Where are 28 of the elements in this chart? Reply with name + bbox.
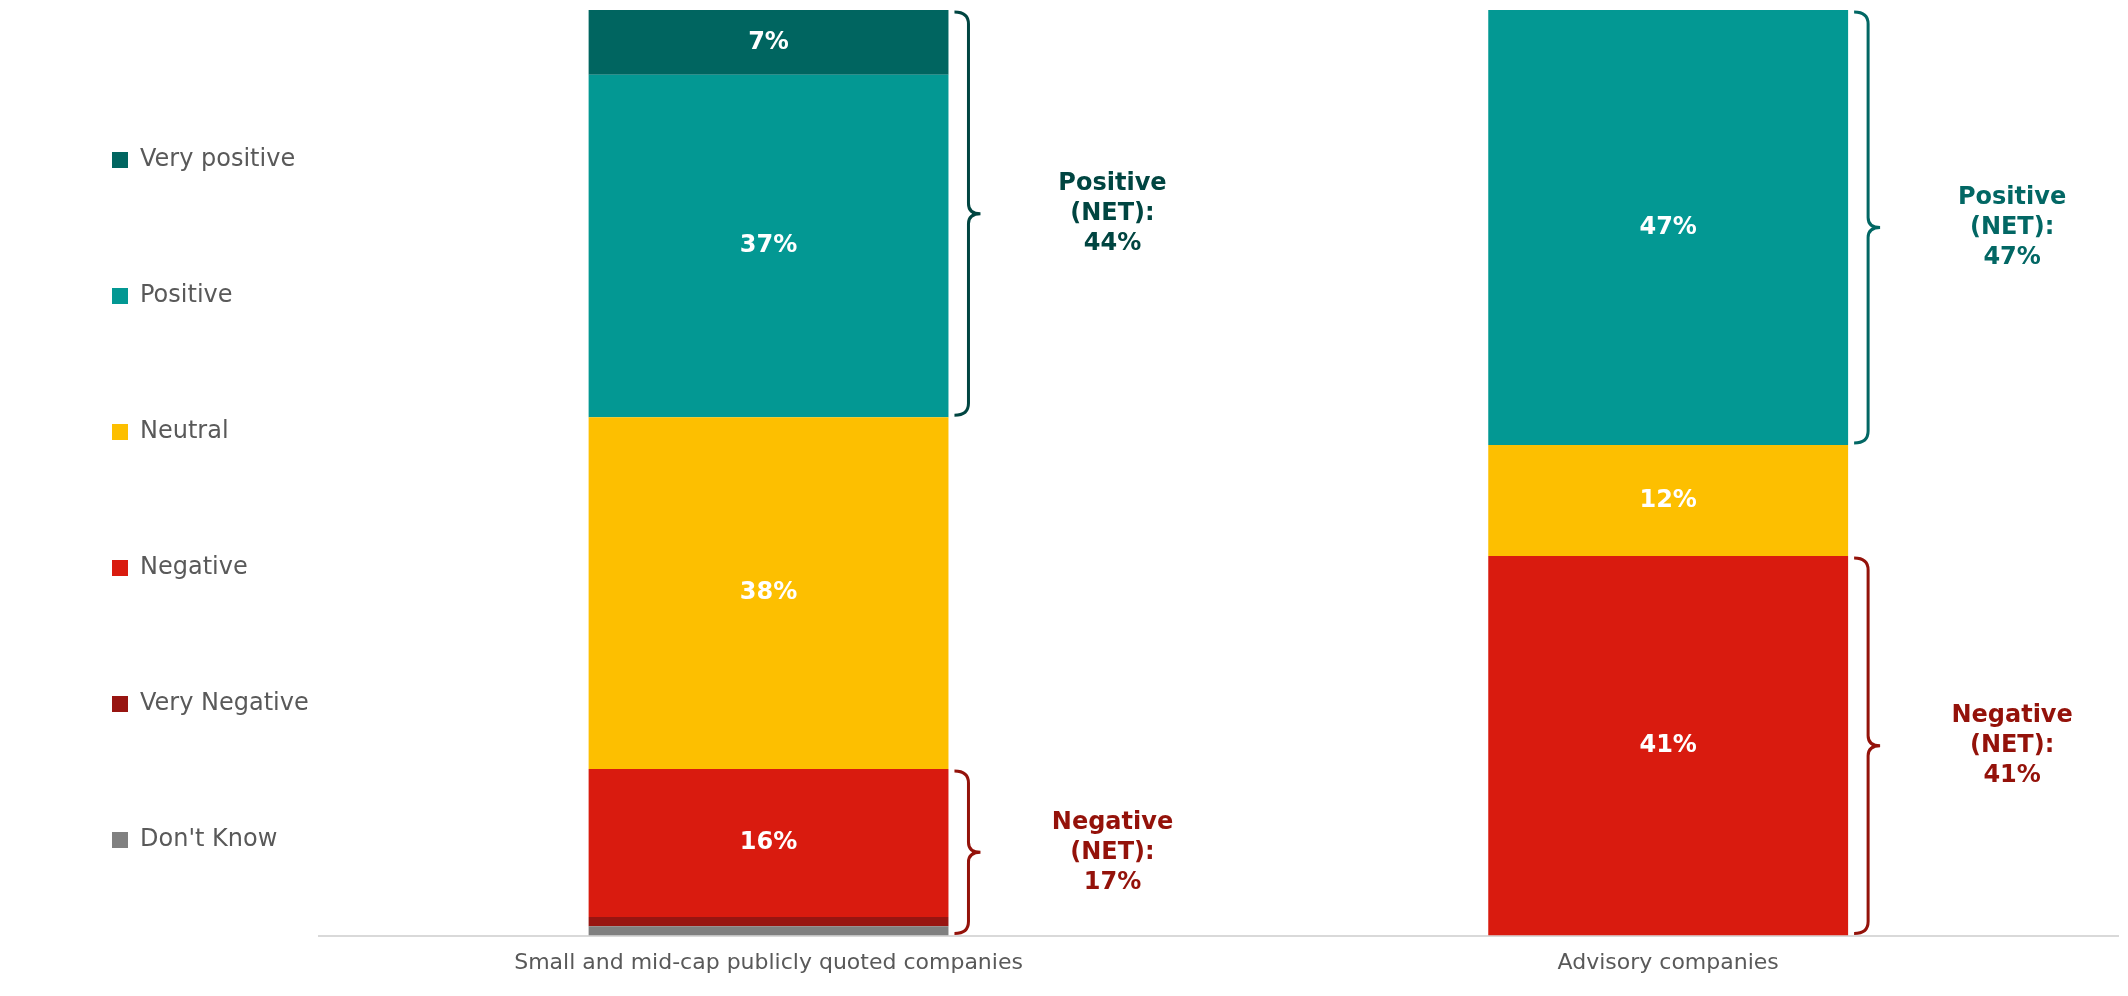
data-label: 7%	[748, 26, 789, 55]
legend-label: Very Negative	[140, 688, 309, 717]
bar	[1488, 445, 1849, 557]
bar	[588, 10, 949, 75]
bar	[1488, 556, 1849, 936]
annotation: Negative (NET): 41%	[1951, 700, 2073, 789]
bar	[588, 417, 949, 769]
legend-label: Negative	[140, 552, 248, 581]
bar	[588, 926, 949, 936]
bar	[588, 917, 949, 927]
annotation: Positive (NET): 44%	[1058, 167, 1167, 256]
legend-label: Don't Know	[140, 824, 278, 853]
data-label: 47%	[1639, 211, 1697, 240]
data-label: 16%	[739, 827, 798, 856]
bar	[1488, 10, 1849, 446]
x-tick-label: Small and mid-cap publicly quoted companies	[514, 948, 1023, 974]
data-label: 37%	[739, 230, 798, 259]
legend-label: Very positive	[140, 144, 296, 173]
legend-label: Positive	[140, 280, 233, 309]
data-label: 38%	[739, 577, 798, 606]
legend-label: Neutral	[140, 416, 229, 445]
x-tick-label: Advisory companies	[1557, 948, 1779, 974]
bar	[588, 74, 949, 418]
data-label: 12%	[1639, 484, 1697, 513]
bar	[588, 768, 949, 918]
annotation: Negative (NET): 17%	[1051, 806, 1174, 895]
data-label: 41%	[1639, 730, 1697, 759]
annotation: Positive (NET): 47%	[1958, 181, 2067, 270]
